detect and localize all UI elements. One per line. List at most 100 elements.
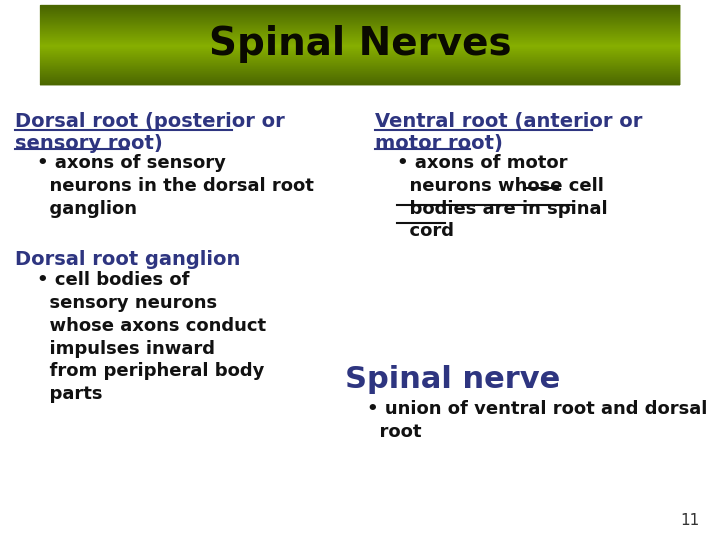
Bar: [40, 8, 680, 9]
Bar: [40, 39, 680, 40]
Bar: [40, 65, 680, 66]
Bar: [40, 26, 680, 28]
Bar: [40, 17, 680, 18]
Bar: [40, 49, 680, 50]
Text: Spinal nerve: Spinal nerve: [345, 365, 560, 394]
Bar: [40, 54, 680, 55]
Bar: [40, 37, 680, 38]
Text: • cell bodies of
  sensory neurons
  whose axons conduct
  impulses inward
  fro: • cell bodies of sensory neurons whose a…: [37, 271, 266, 403]
Bar: [40, 37, 680, 38]
Bar: [40, 12, 680, 13]
Bar: [40, 5, 680, 6]
Bar: [40, 22, 680, 23]
Bar: [40, 56, 680, 57]
Bar: [40, 35, 680, 36]
Bar: [40, 64, 680, 65]
Text: Ventral root (anterior or
motor root): Ventral root (anterior or motor root): [375, 112, 642, 153]
Bar: [40, 80, 680, 81]
Bar: [40, 58, 680, 59]
Bar: [40, 14, 680, 15]
Bar: [40, 9, 680, 10]
Bar: [40, 23, 680, 24]
Bar: [40, 63, 680, 64]
Bar: [40, 83, 680, 84]
Bar: [40, 71, 680, 72]
Bar: [40, 51, 680, 52]
Bar: [40, 16, 680, 17]
Text: Dorsal root ganglion: Dorsal root ganglion: [15, 250, 240, 269]
Text: 11: 11: [680, 513, 700, 528]
Bar: [40, 31, 680, 32]
Bar: [40, 47, 680, 49]
Text: • axons of sensory
  neurons in the dorsal root
  ganglion: • axons of sensory neurons in the dorsal…: [37, 154, 314, 218]
Bar: [40, 38, 680, 39]
Bar: [40, 60, 680, 61]
Bar: [40, 9, 680, 10]
Bar: [40, 52, 680, 53]
Bar: [40, 15, 680, 16]
Bar: [40, 20, 680, 21]
Bar: [40, 55, 680, 56]
Bar: [40, 84, 680, 85]
Bar: [40, 73, 680, 75]
Bar: [40, 30, 680, 32]
Bar: [40, 23, 680, 24]
Bar: [40, 46, 680, 48]
Bar: [40, 60, 680, 62]
Bar: [40, 81, 680, 82]
Bar: [40, 7, 680, 8]
Bar: [40, 77, 680, 78]
Bar: [40, 21, 680, 22]
Bar: [40, 43, 680, 44]
Bar: [40, 77, 680, 78]
Bar: [40, 35, 680, 36]
Bar: [40, 18, 680, 19]
Bar: [40, 57, 680, 58]
Bar: [40, 57, 680, 58]
Bar: [40, 76, 680, 77]
Text: • axons of motor
  neurons whose cell
  bodies are in spinal
  cord: • axons of motor neurons whose cell bodi…: [397, 154, 608, 240]
Bar: [40, 55, 680, 56]
Bar: [40, 40, 680, 41]
Bar: [40, 11, 680, 12]
Bar: [40, 24, 680, 25]
Bar: [40, 26, 680, 27]
Bar: [40, 10, 680, 12]
Bar: [40, 79, 680, 80]
Bar: [40, 6, 680, 8]
Bar: [40, 24, 680, 26]
Bar: [40, 78, 680, 79]
Bar: [40, 27, 680, 28]
Bar: [40, 12, 680, 14]
Bar: [40, 62, 680, 63]
Bar: [40, 34, 680, 35]
Bar: [40, 28, 680, 29]
Bar: [40, 50, 680, 51]
Bar: [40, 44, 680, 46]
Bar: [40, 61, 680, 62]
Bar: [40, 51, 680, 52]
Bar: [40, 25, 680, 26]
Bar: [40, 64, 680, 66]
Bar: [40, 82, 680, 83]
Bar: [40, 74, 680, 75]
Bar: [40, 70, 680, 71]
Bar: [40, 53, 680, 55]
Bar: [40, 63, 680, 64]
Bar: [40, 44, 680, 45]
Bar: [40, 66, 680, 68]
Bar: [40, 80, 680, 82]
Bar: [40, 75, 680, 76]
Bar: [40, 42, 680, 43]
Bar: [40, 75, 680, 76]
Bar: [40, 59, 680, 60]
Bar: [40, 38, 680, 39]
Bar: [40, 83, 680, 84]
Bar: [40, 13, 680, 15]
Bar: [40, 32, 680, 33]
Bar: [40, 45, 680, 46]
Bar: [40, 33, 680, 35]
Bar: [40, 36, 680, 37]
Bar: [40, 58, 680, 59]
Bar: [40, 29, 680, 30]
